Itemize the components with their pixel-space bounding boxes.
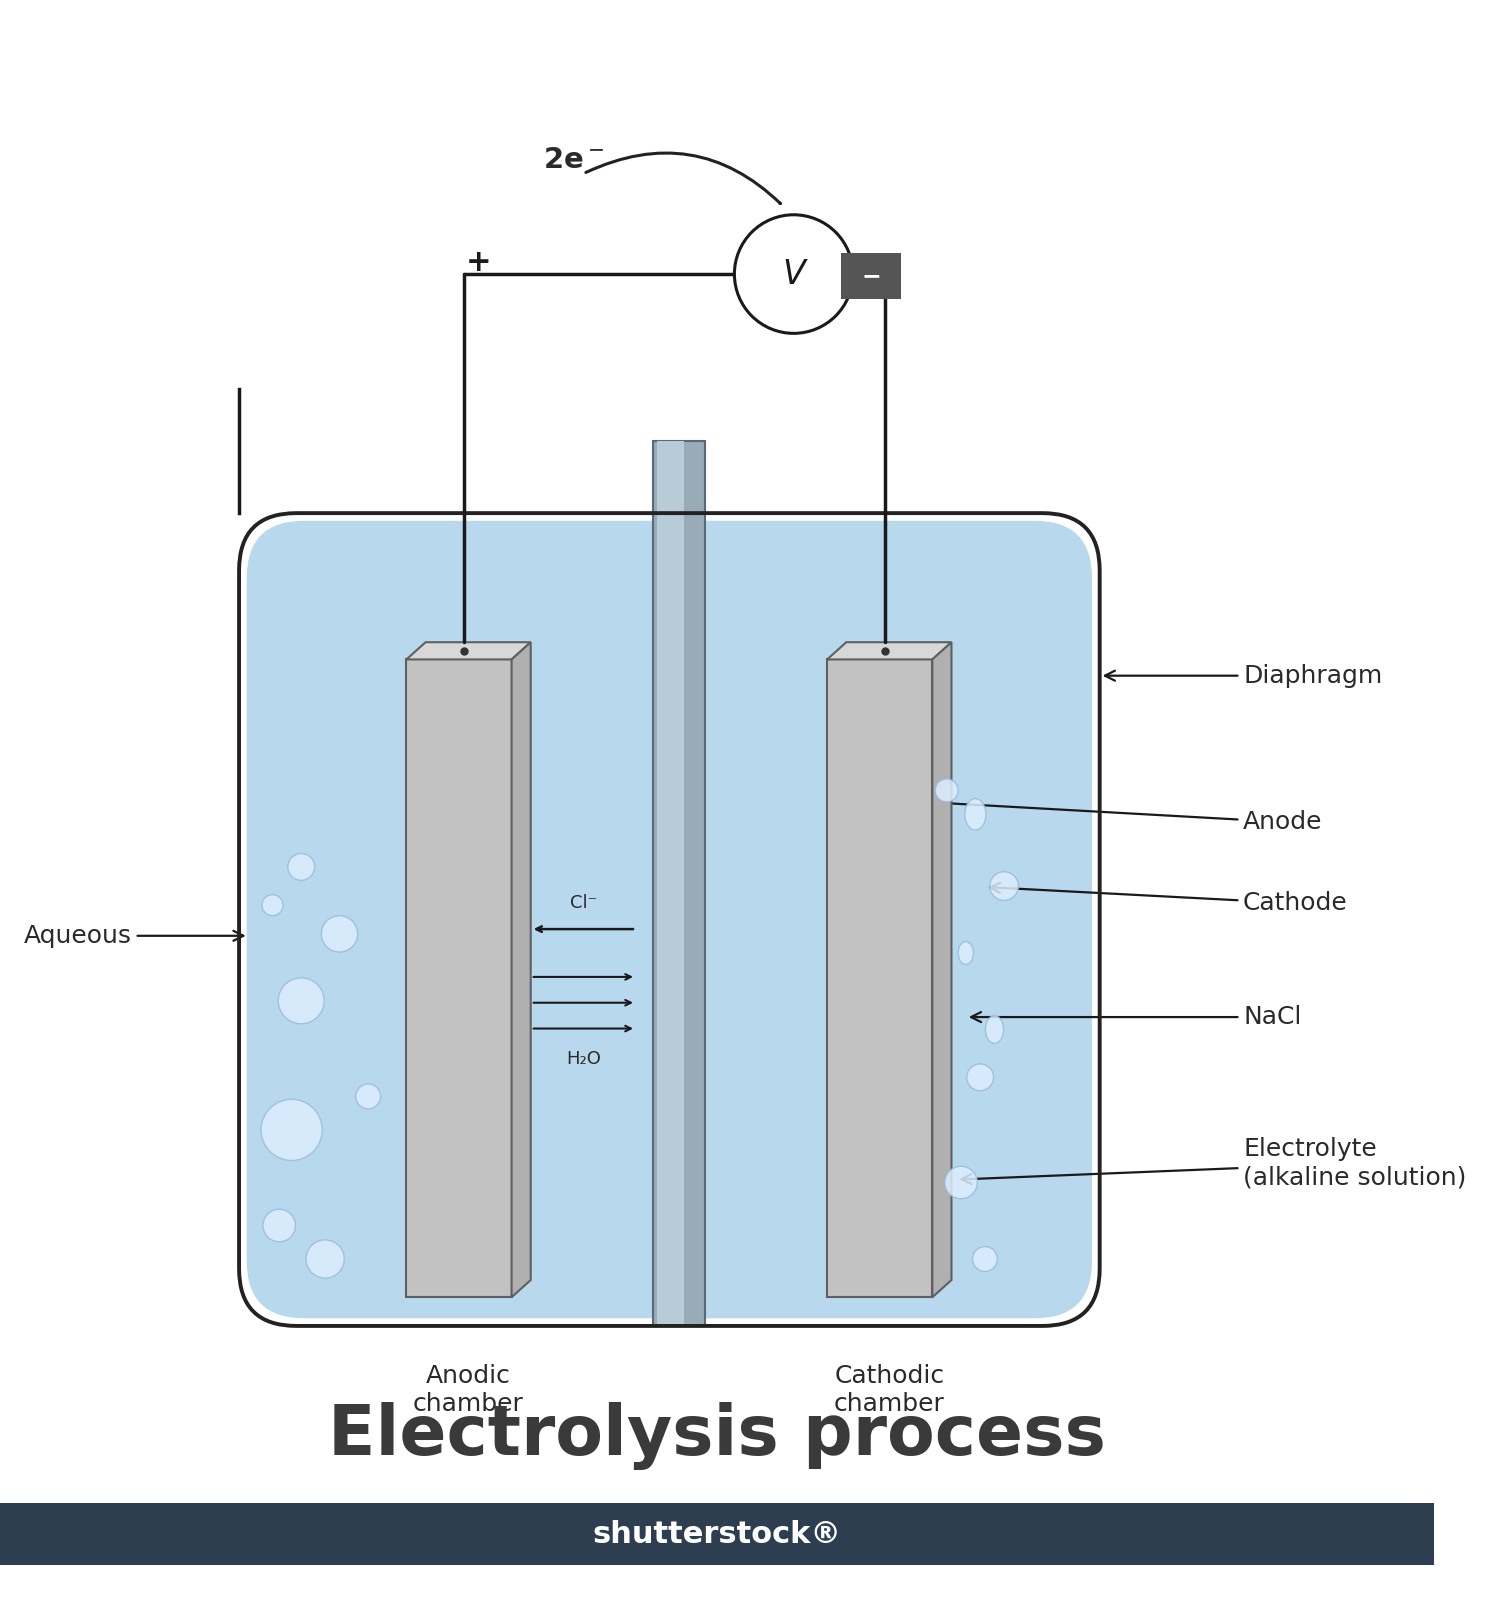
Circle shape xyxy=(262,894,284,915)
Circle shape xyxy=(990,872,1018,901)
FancyBboxPatch shape xyxy=(840,253,902,299)
Bar xyxy=(827,659,933,1298)
Polygon shape xyxy=(512,642,531,1298)
Text: NaCl: NaCl xyxy=(970,1005,1302,1029)
Bar xyxy=(0,1502,1434,1565)
Circle shape xyxy=(934,779,958,802)
Ellipse shape xyxy=(958,941,974,965)
Text: Anode: Anode xyxy=(852,794,1323,834)
Text: 2e$^-$: 2e$^-$ xyxy=(543,146,604,174)
Text: Cl⁻: Cl⁻ xyxy=(570,894,597,912)
Polygon shape xyxy=(406,642,531,659)
Text: −: − xyxy=(861,264,880,288)
Bar xyxy=(657,442,684,1326)
Circle shape xyxy=(279,978,324,1024)
Circle shape xyxy=(356,1085,381,1109)
Text: Cathodic
chamber: Cathodic chamber xyxy=(834,1365,945,1416)
Circle shape xyxy=(968,1064,993,1091)
Polygon shape xyxy=(827,642,951,659)
Circle shape xyxy=(945,1166,978,1198)
Text: Aqueous: Aqueous xyxy=(24,923,243,947)
Text: V: V xyxy=(783,258,806,291)
Circle shape xyxy=(261,1099,322,1160)
Circle shape xyxy=(972,1246,998,1272)
Ellipse shape xyxy=(964,798,986,830)
Ellipse shape xyxy=(986,1016,1004,1043)
FancyBboxPatch shape xyxy=(246,520,1092,1318)
Bar xyxy=(652,442,705,1326)
FancyArrowPatch shape xyxy=(586,154,780,203)
Circle shape xyxy=(306,1240,344,1278)
Text: Electrolyte
(alkaline solution): Electrolyte (alkaline solution) xyxy=(962,1138,1467,1189)
Text: Electrolysis process: Electrolysis process xyxy=(328,1402,1106,1470)
Text: +: + xyxy=(465,248,490,277)
Circle shape xyxy=(735,214,854,333)
Circle shape xyxy=(262,1210,296,1242)
Polygon shape xyxy=(933,642,951,1298)
Text: H₂O: H₂O xyxy=(566,1050,600,1067)
Text: Diaphragm: Diaphragm xyxy=(1106,664,1383,688)
Bar xyxy=(406,659,512,1298)
Circle shape xyxy=(288,853,315,880)
Text: Anodic
chamber: Anodic chamber xyxy=(413,1365,524,1416)
Text: Cathode: Cathode xyxy=(990,883,1348,915)
Text: shutterstock®: shutterstock® xyxy=(592,1520,842,1549)
Circle shape xyxy=(321,915,357,952)
